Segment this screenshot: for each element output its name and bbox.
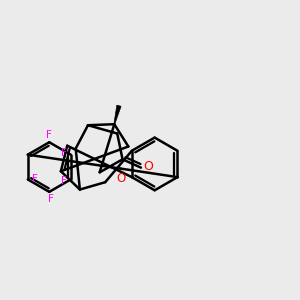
Polygon shape [114, 105, 121, 124]
Text: O: O [143, 160, 153, 173]
Text: F: F [48, 194, 54, 204]
Text: F: F [46, 130, 52, 140]
Text: F: F [32, 174, 38, 184]
Text: O: O [116, 172, 125, 185]
Text: F: F [61, 176, 67, 186]
Text: F: F [61, 148, 67, 158]
